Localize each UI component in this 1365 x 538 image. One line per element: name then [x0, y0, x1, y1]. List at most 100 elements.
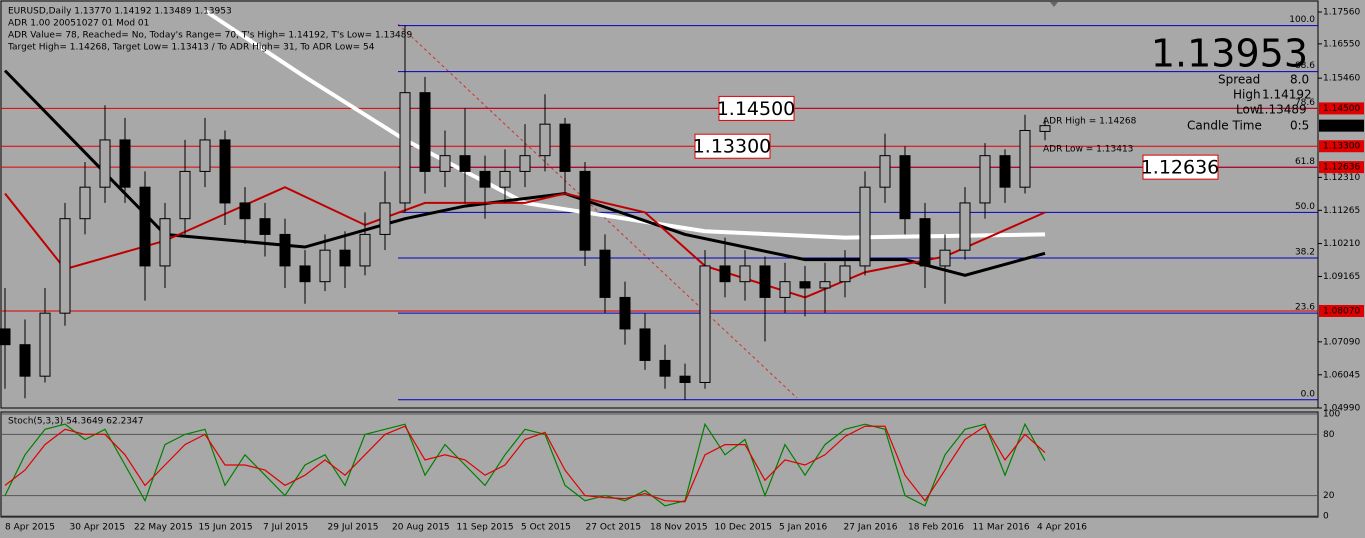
- candle-body: [559, 123, 571, 172]
- y-tick-label: 1.06045: [1323, 370, 1360, 380]
- candle-body: [179, 170, 191, 220]
- candle-body: [419, 92, 431, 172]
- level-tag: [1319, 140, 1364, 153]
- stoch-title: Stoch(5,3,3) 54.3649 62.2347: [8, 417, 143, 427]
- info-time: 0:5: [1290, 119, 1309, 133]
- info-spread-label: Spread: [1218, 73, 1260, 87]
- level-box-label: 1.12636: [1141, 157, 1220, 179]
- x-tick-label: 5 Oct 2015: [521, 523, 571, 533]
- level-tag-label: 1.14500: [1323, 104, 1360, 114]
- stoch-pane: [0, 411, 1319, 518]
- stoch-tick-label: 100: [1323, 410, 1340, 420]
- candle-body: [539, 123, 551, 157]
- y-tick-label: 1.07090: [1323, 337, 1360, 347]
- candle-body: [759, 265, 771, 298]
- level-box-label: 1.14500: [717, 98, 796, 120]
- scroll-icon: [1050, 2, 1058, 7]
- candle-body: [879, 155, 891, 188]
- candle-body: [859, 186, 871, 267]
- x-tick-label: 27 Oct 2015: [586, 523, 642, 533]
- x-tick-label: 5 Jan 2016: [779, 523, 827, 533]
- adr-high: ADR High = 1.14268: [1043, 117, 1137, 127]
- candle-body: [579, 170, 591, 251]
- level-tag: [1319, 102, 1364, 115]
- fib-label: 23.6: [1295, 303, 1315, 313]
- adr-low: ADR Low = 1.13413: [1043, 145, 1133, 155]
- candle-body: [79, 186, 91, 220]
- stoch-line: [4, 425, 1046, 503]
- candle-body: [359, 233, 371, 267]
- stoch-tick-label: 0: [1323, 512, 1329, 522]
- y-tick-label: 1.17560: [1323, 8, 1360, 18]
- candle-body: [919, 218, 931, 267]
- x-tick-label: 27 Jan 2016: [844, 523, 898, 533]
- candle-body: [979, 155, 991, 204]
- level-tag-label: 1.08070: [1323, 306, 1360, 316]
- candle-body: [799, 281, 811, 289]
- info-time-label: Candle Time: [1187, 119, 1262, 133]
- candle-body: [399, 92, 411, 204]
- info-high: 1.14192: [1262, 88, 1312, 102]
- x-tick-label: 4 Apr 2016: [1037, 523, 1087, 533]
- candle-body: [279, 233, 291, 267]
- x-tick-label: 30 Apr 2015: [70, 523, 126, 533]
- fib-label: 88.6: [1295, 61, 1315, 71]
- fib-label: 50.0: [1295, 202, 1315, 212]
- x-tick-label: 15 Jun 2015: [199, 523, 253, 533]
- candle-body: [959, 202, 971, 251]
- candle-body: [19, 344, 31, 377]
- candle-body: [499, 170, 511, 188]
- x-tick-label: 18 Nov 2015: [650, 523, 708, 533]
- fib-label: 38.2: [1295, 248, 1315, 258]
- candle-body: [819, 281, 831, 289]
- candle-body: [159, 218, 171, 267]
- level-tag-label: 1.13300: [1323, 142, 1360, 152]
- header-line: ADR 1.00 20051027 01 Mod 01: [8, 19, 149, 29]
- candle-body: [739, 265, 751, 283]
- candle-body: [999, 155, 1011, 188]
- x-tick-label: 10 Dec 2015: [715, 523, 773, 533]
- fib-label: 100.0: [1289, 15, 1315, 25]
- main-pane: [0, 0, 1319, 409]
- level-tag: [1319, 161, 1364, 174]
- info-high-label: High: [1233, 88, 1261, 102]
- candle-body: [0, 328, 11, 346]
- candle-body: [479, 170, 491, 188]
- candle-body: [659, 359, 671, 377]
- candle-body: [779, 281, 791, 298]
- candle-body: [119, 139, 131, 188]
- candle-body: [519, 155, 531, 172]
- candle-body: [139, 186, 151, 267]
- y-tick-label: 1.16550: [1323, 39, 1360, 49]
- candle-body: [939, 249, 951, 267]
- y-tick-label: 1.15460: [1323, 74, 1360, 84]
- candle-body: [459, 155, 471, 172]
- candle-body: [319, 249, 331, 283]
- level-tag-label: 1.12636: [1323, 163, 1360, 173]
- big-price: 1.13953: [1151, 32, 1308, 76]
- candle-body: [1039, 125, 1051, 132]
- x-tick-label: 7 Jul 2015: [263, 523, 308, 533]
- last-price-label: 1.13953: [1323, 121, 1360, 131]
- info-low: 1.13489: [1257, 103, 1307, 117]
- x-tick-label: 29 Jul 2015: [328, 523, 379, 533]
- candle-body: [619, 296, 631, 330]
- info-low-label: Low: [1236, 103, 1260, 117]
- level-box-label: 1.13300: [693, 136, 772, 158]
- y-tick-label: 1.10210: [1323, 239, 1360, 249]
- y-tick-label: 1.12310: [1323, 173, 1360, 183]
- candle-body: [599, 249, 611, 298]
- x-tick-label: 11 Mar 2016: [973, 523, 1030, 533]
- fib-label: 78.6: [1295, 98, 1315, 108]
- level-box: [1142, 154, 1219, 180]
- candle-body: [219, 139, 231, 204]
- fib-trendline: [397, 23, 798, 399]
- level-box: [718, 95, 795, 121]
- level-tag: [1319, 304, 1364, 317]
- candle-body: [299, 265, 311, 283]
- stoch-tick-label: 80: [1323, 430, 1335, 440]
- level-box: [694, 133, 771, 159]
- x-tick-label: 8 Apr 2015: [5, 523, 55, 533]
- candle-body: [699, 265, 711, 383]
